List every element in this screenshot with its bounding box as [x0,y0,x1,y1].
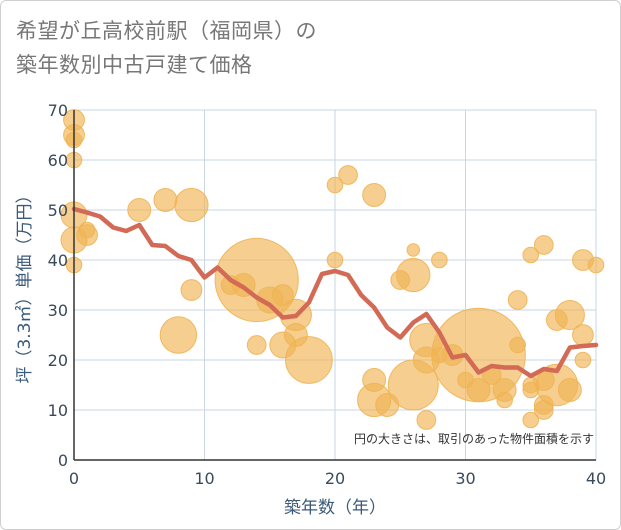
bubble-point-27 [362,183,387,207]
x-tick-label-40: 40 [586,469,606,488]
y-tick-label-20: 20 [48,351,68,370]
bubble-point-32 [406,243,421,257]
y-axis-label: 坪（3.3㎡）単価（万円） [15,186,35,383]
bubble-point-24 [326,176,344,194]
bubble-point-47 [507,290,528,310]
bubble-point-49 [522,246,540,264]
bubble-size-note: 円の大きさは、取引のあった物件面積を示す [354,431,594,446]
bubble-series [60,109,605,430]
x-tick-label-30: 30 [455,469,475,488]
bubble-point-26 [326,251,344,269]
y-tick-label-30: 30 [48,301,68,320]
y-tick-label-50: 50 [48,201,68,220]
bubble-point-38 [431,251,448,269]
bubble-point-59 [554,299,585,331]
average-price-line [71,206,599,379]
chart-title-line-1: 希望が丘高校前駅（福岡県）の [16,19,317,43]
x-tick-label-20: 20 [325,469,345,488]
bubble-point-43 [466,378,491,402]
bubble-point-60 [557,378,582,402]
chart-title: 希望が丘高校前駅（福岡県）の 築年数別中古戸建て価格 [16,14,317,82]
bubble-point-8 [76,224,98,246]
y-tick-label-70: 70 [48,101,68,120]
grid-lines [74,109,597,460]
bubble-point-46 [496,391,513,409]
bubble-point-52 [522,411,540,429]
tick-labels: 0 10 20 30 40 50 60 70 0 10 20 30 40 [48,101,607,488]
bubble-point-53 [533,235,554,255]
bubble-point-12 [180,279,203,301]
bubble-point-23 [285,336,333,384]
axes [73,110,596,461]
bubble-point-19 [271,284,294,306]
bubble-point-11 [174,187,209,223]
x-axis-label: 築年数（年） [284,498,386,518]
bubble-point-64 [587,256,605,274]
bubble-point-10 [153,188,178,212]
bubble-point-33 [396,257,431,293]
chart-title-line-2: 築年数別中古戸建て価格 [16,53,253,77]
bubble-point-63 [574,351,592,369]
y-tick-label-10: 10 [48,401,68,420]
bubble-point-9 [127,198,152,222]
bubble-point-25 [338,165,358,185]
bubble-point-37 [416,410,437,430]
bubble-point-13 [159,316,198,354]
x-tick-label-0: 0 [69,469,79,488]
x-tick-label-10: 10 [194,469,214,488]
bubble-point-62 [572,324,594,346]
bubble-point-17 [246,335,267,355]
y-tick-label-40: 40 [48,251,68,270]
bubble-point-48 [509,336,527,354]
y-tick-label-60: 60 [48,151,68,170]
y-tick-label-0: 0 [58,451,68,470]
